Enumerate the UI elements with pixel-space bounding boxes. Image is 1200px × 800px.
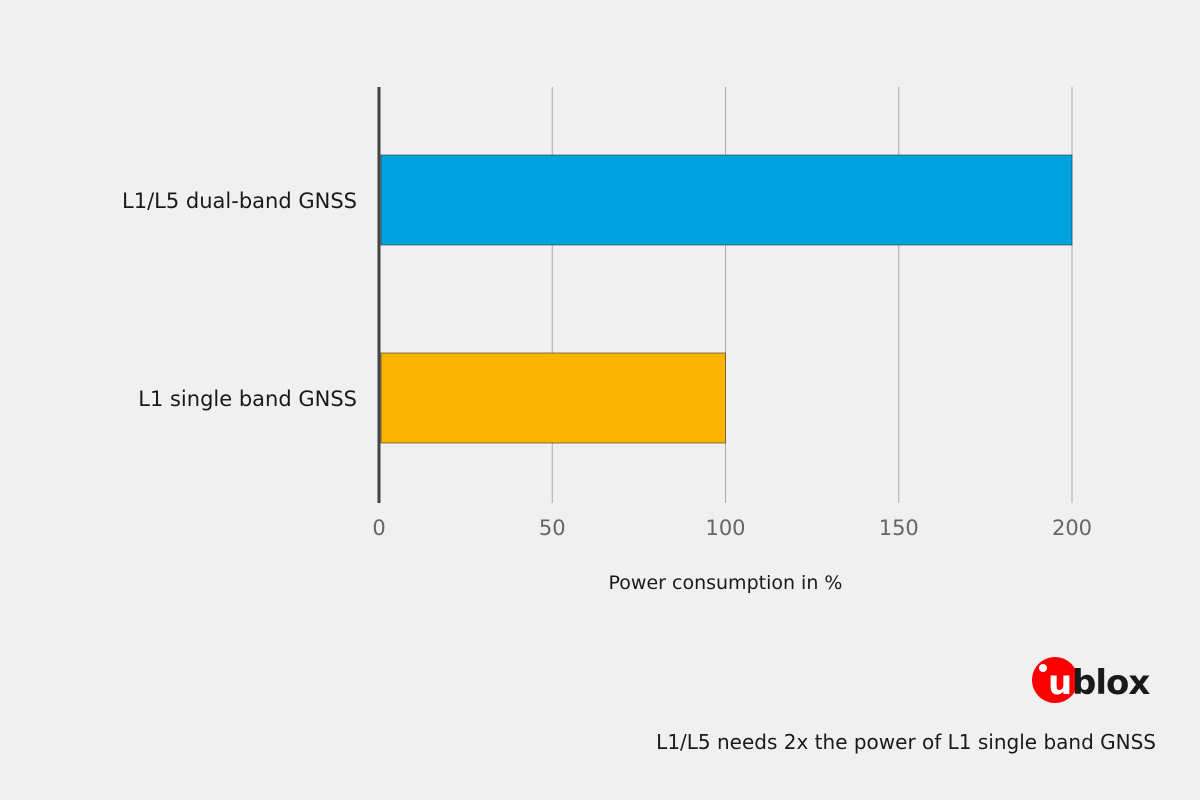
bar: [380, 352, 726, 444]
caption: L1/L5 needs 2x the power of L1 single ba…: [656, 730, 1156, 754]
x-tick-label: 150: [879, 516, 919, 540]
category-label: L1/L5 dual-band GNSS: [122, 189, 357, 213]
category-label: L1 single band GNSS: [138, 387, 357, 411]
x-tick-label: 0: [372, 516, 385, 540]
ublox-logo: u blox: [1032, 657, 1157, 703]
x-tick-label: 50: [539, 516, 566, 540]
svg-text:blox: blox: [1072, 663, 1150, 703]
bar: [380, 154, 1073, 246]
x-tick-label: 100: [705, 516, 745, 540]
svg-text:u: u: [1048, 663, 1072, 703]
x-tick-label: 200: [1052, 516, 1092, 540]
x-axis-label: Power consumption in %: [609, 572, 843, 594]
